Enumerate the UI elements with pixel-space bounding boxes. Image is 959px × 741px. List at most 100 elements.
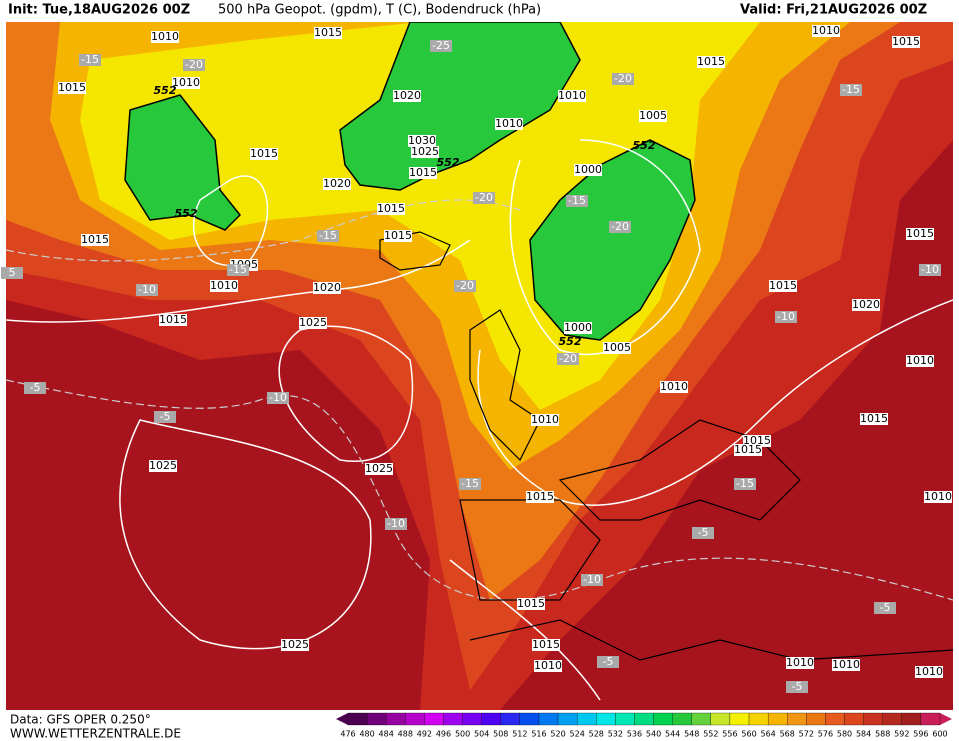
isobar-label-bg	[697, 56, 725, 68]
isobar-label-bg	[531, 414, 559, 426]
map-field	[6, 22, 953, 710]
temperature-label: 5	[9, 266, 16, 279]
temperature-label: -10	[777, 310, 795, 323]
isobar-label: 1010	[924, 490, 952, 503]
temperature-label: -25	[432, 39, 450, 52]
scale-swatch	[806, 712, 826, 726]
temperature-label-bg	[430, 40, 452, 52]
temperature-label-bg	[79, 54, 101, 66]
isobar-label-bg	[852, 299, 880, 311]
scale-label: 532	[608, 730, 623, 739]
isobar-label: 1015	[159, 313, 187, 326]
temperature-label-bg	[385, 518, 407, 530]
temperature-label-bg	[454, 280, 476, 292]
isobar-label-bg	[734, 444, 762, 456]
init-time: Init: Tue,18AUG2026 00Z	[8, 3, 190, 18]
temperature-label-bg	[692, 527, 714, 539]
isobar-label: 1015	[860, 412, 888, 425]
isobar-label: 1010	[786, 656, 814, 669]
scale-swatch	[672, 712, 692, 726]
scale-swatch	[366, 712, 387, 726]
scale-label: 564	[760, 730, 775, 739]
scale-label: 576	[818, 730, 833, 739]
temperature-label: -20	[611, 220, 629, 233]
isobar-label-bg	[558, 90, 586, 102]
temperature-label-bg	[597, 656, 619, 668]
scale-label: 528	[589, 730, 604, 739]
scale-swatch	[882, 712, 902, 726]
isobar-label: 1015	[58, 81, 86, 94]
scale-swatch	[748, 712, 769, 726]
temperature-label-bg	[183, 59, 205, 71]
isobar-label: 1015	[743, 434, 771, 447]
isobar-label-bg	[159, 314, 187, 326]
isobar-label: 1015	[906, 227, 934, 240]
scale-label: 480	[359, 730, 374, 739]
temperature-label: -15	[842, 83, 860, 96]
scale-label: 512	[512, 730, 527, 739]
isobar-label-bg	[299, 317, 327, 329]
isobar-label: 1010	[210, 279, 238, 292]
scale-label: 484	[379, 730, 394, 739]
scale-label: 508	[493, 730, 508, 739]
scale-swatch	[825, 712, 845, 726]
scale-label: 580	[837, 730, 852, 739]
scale-swatch	[920, 712, 941, 726]
scale-label: 568	[780, 730, 795, 739]
isobar-label: 1010	[495, 117, 523, 130]
scale-swatch	[901, 712, 922, 726]
scale-swatch	[424, 712, 444, 726]
scale-arrow-left	[336, 713, 348, 725]
temperature-label: -20	[185, 58, 203, 71]
scale-swatch	[844, 712, 864, 726]
isobar-label-bg	[314, 27, 342, 39]
scale-label: 520	[550, 730, 565, 739]
isobar-label-bg	[906, 228, 934, 240]
isobar-label-bg	[210, 280, 238, 292]
temperature-label: -5	[30, 381, 41, 394]
scale-swatch	[863, 712, 883, 726]
scale-label: 504	[474, 730, 489, 739]
scale-swatch	[767, 712, 788, 726]
isobar-label: 1005	[639, 109, 667, 122]
scale-swatch	[500, 712, 521, 726]
isobar-label: 1015	[734, 443, 762, 456]
temperature-label: -5	[792, 680, 803, 693]
isobar-label-bg	[603, 342, 631, 354]
scale-swatch	[615, 712, 635, 726]
scale-arrow-right	[940, 713, 952, 725]
temperature-label-bg	[154, 411, 176, 423]
temperature-label-bg	[317, 230, 339, 242]
scale-swatch	[710, 712, 731, 726]
temperature-label-bg	[840, 84, 862, 96]
scale-label: 524	[570, 730, 585, 739]
isobar-label: 1015	[250, 147, 278, 160]
isobar-label-bg	[860, 413, 888, 425]
isobar-label-bg	[892, 36, 920, 48]
isobar-label: 1010	[531, 413, 559, 426]
scale-swatch	[634, 712, 654, 726]
temperature-label: -5	[880, 601, 891, 614]
isobar-label: 1015	[697, 55, 725, 68]
temperature-label: -20	[614, 72, 632, 85]
scale-label: 476	[340, 730, 355, 739]
scale-label: 540	[646, 730, 661, 739]
isobar-label: 1010	[906, 354, 934, 367]
temperature-label: -15	[461, 477, 479, 490]
temperature-label: -20	[475, 191, 493, 204]
isobar-label-bg	[574, 164, 602, 176]
isobar-label: 1025	[299, 316, 327, 329]
scale-swatch	[729, 712, 750, 726]
isobar-label-bg	[281, 639, 309, 651]
isobar-label-bg	[812, 25, 840, 37]
isobar-label: 1015	[81, 233, 109, 246]
isobar-label-bg	[639, 110, 667, 122]
scale-label: 536	[627, 730, 642, 739]
isobar-label-bg	[517, 598, 545, 610]
scale-swatch	[653, 712, 673, 726]
temperature-label-bg	[612, 73, 634, 85]
isobar-label-bg	[906, 355, 934, 367]
isobar-label-bg	[564, 322, 592, 334]
temperature-label-bg	[459, 478, 481, 490]
isobar-label: 1010	[172, 76, 200, 89]
